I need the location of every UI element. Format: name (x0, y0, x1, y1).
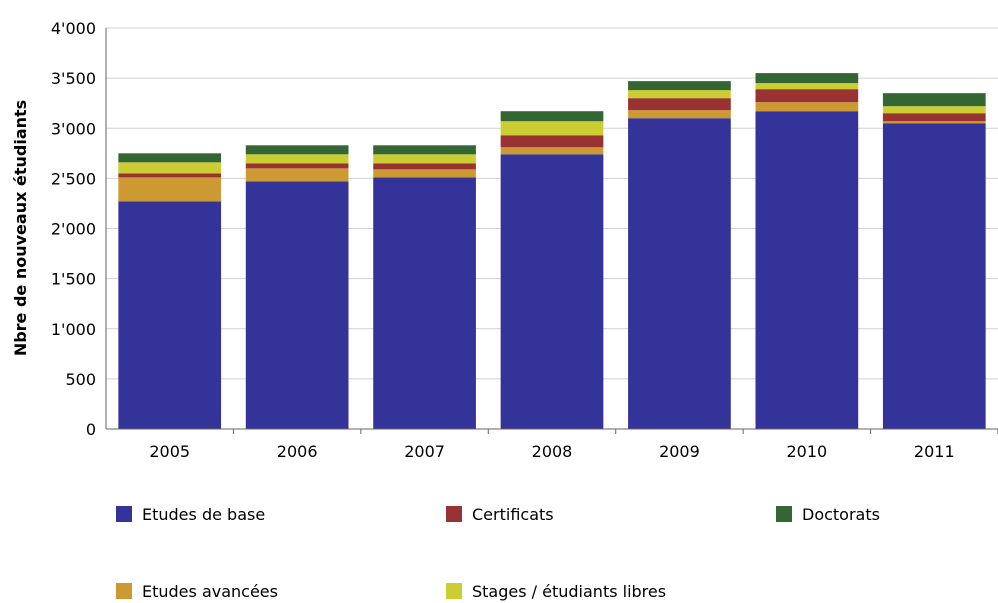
bar-segment-2009-certificats (628, 98, 731, 111)
y-tick-label: 2'000 (51, 220, 96, 239)
bar-segment-2009-stages-tudiants-libres (628, 90, 731, 99)
bar-segment-2007-etudes-avanc-es (373, 169, 476, 178)
bar-segment-2011-etudes-avanc-es (882, 121, 986, 124)
y-axis-label: Nbre de nouveaux étudiants (11, 100, 30, 356)
y-tick-label: 2'500 (51, 169, 96, 188)
y-tick-label: 0 (86, 420, 96, 439)
x-tick-label: 2010 (786, 442, 827, 461)
bar-segment-2007-stages-tudiants-libres (373, 154, 476, 164)
legend-swatch-etudes-avanc-es (116, 583, 132, 599)
bar-segment-2005-etudes-de-base (118, 201, 222, 429)
legend-swatch-certificats (446, 506, 462, 522)
bar-segment-2011-certificats (882, 113, 986, 122)
bar-segment-2005-stages-tudiants-libres (118, 162, 222, 174)
bar-segment-2009-doctorats (628, 81, 731, 91)
y-tick-label: 500 (65, 370, 96, 389)
legend-label-certificats: Certificats (472, 505, 554, 524)
bar-segment-2007-certificats (373, 163, 476, 170)
bar-segment-2007-etudes-de-base (373, 177, 476, 429)
bar-segment-2008-stages-tudiants-libres (500, 121, 604, 136)
bar-segment-2011-doctorats (882, 93, 986, 107)
bar-segment-2009-etudes-de-base (628, 118, 731, 429)
bar-segment-2008-doctorats (500, 111, 604, 122)
bar-segment-2008-certificats (500, 135, 604, 148)
bar-segment-2011-etudes-de-base (882, 123, 986, 430)
axes (105, 28, 998, 434)
legend-label-doctorats: Doctorats (802, 505, 880, 524)
x-tick-label: 2007 (404, 442, 445, 461)
x-tick-label: 2008 (532, 442, 573, 461)
y-tick-label: 1'000 (51, 320, 96, 339)
legend-label-etudes-de-base: Etudes de base (142, 505, 265, 524)
bar-segment-2010-certificats (755, 89, 859, 103)
bar-segment-2010-etudes-de-base (755, 111, 859, 430)
x-tick-label: 2006 (277, 442, 318, 461)
bar-segment-2005-doctorats (118, 153, 222, 163)
x-tick-label: 2005 (149, 442, 190, 461)
bar-segment-2009-etudes-avanc-es (628, 110, 731, 119)
bar-segment-2010-etudes-avanc-es (755, 102, 859, 112)
bar-segment-2005-certificats (118, 173, 222, 178)
legend-label-etudes-avanc-es: Etudes avancées (142, 582, 278, 601)
legend-label-stages-tudiants-libres: Stages / étudiants libres (472, 582, 666, 601)
x-tick-label: 2009 (659, 442, 700, 461)
bar-segment-2008-etudes-de-base (500, 154, 604, 429)
legend-swatch-doctorats (776, 506, 792, 522)
bar-segment-2006-etudes-avanc-es (245, 168, 349, 182)
y-tick-label: 3'500 (51, 69, 96, 88)
bar-segment-2006-doctorats (245, 145, 349, 155)
bar-segment-2010-stages-tudiants-libres (755, 83, 859, 90)
bar-segment-2007-doctorats (373, 145, 476, 155)
legend: Etudes de base Certificats Doctorats Etudes… (116, 505, 880, 601)
bar-segment-2006-stages-tudiants-libres (245, 154, 349, 164)
bar-segment-2008-etudes-avanc-es (500, 147, 604, 155)
bar-segment-2011-stages-tudiants-libres (882, 106, 986, 114)
legend-swatch-etudes-de-base (116, 506, 132, 522)
x-tick-labels: 2005 2006 2007 2008 2009 2010 2011 (149, 442, 954, 461)
bar-segment-2006-etudes-de-base (245, 181, 349, 429)
bars (118, 73, 986, 430)
x-tick-label: 2011 (914, 442, 955, 461)
y-tick-labels: 0 500 1'000 1'500 2'000 2'500 3'000 3'500 4'000 (51, 19, 96, 439)
y-tick-label: 3'000 (51, 119, 96, 138)
legend-swatch-stages-tudiants-libres (446, 583, 462, 599)
y-tick-label: 4'000 (51, 19, 96, 38)
y-tick-label: 1'500 (51, 270, 96, 289)
bar-segment-2005-etudes-avanc-es (118, 177, 222, 202)
bar-segment-2010-doctorats (755, 73, 859, 84)
bar-segment-2006-certificats (245, 163, 349, 169)
